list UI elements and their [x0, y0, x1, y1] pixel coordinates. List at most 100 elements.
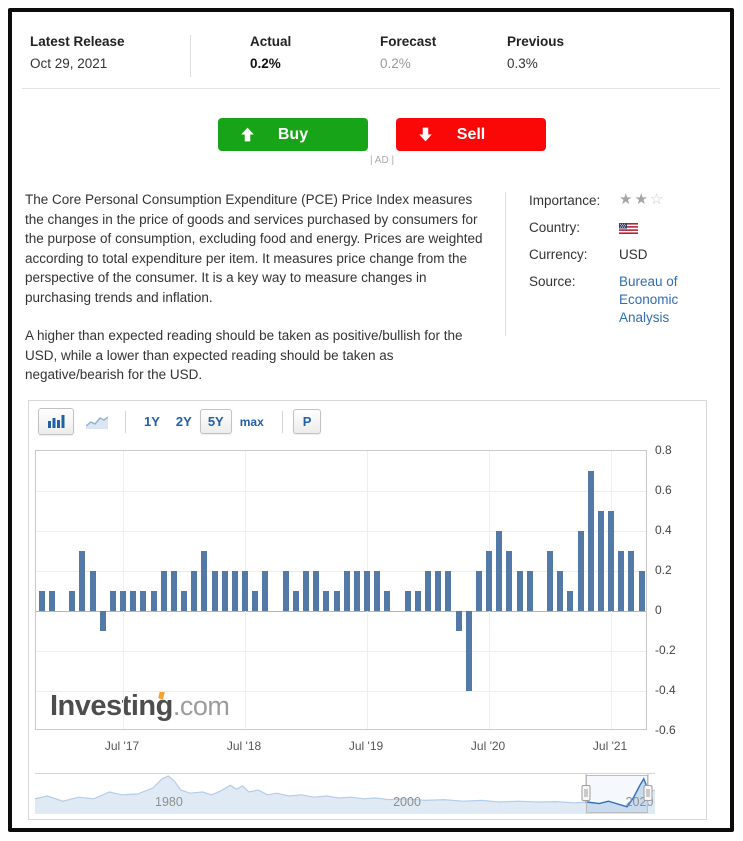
- bar-aug21[interactable]: [618, 551, 625, 611]
- bar-jun19[interactable]: [353, 571, 360, 611]
- plot-area[interactable]: Investing.com: [35, 450, 647, 730]
- range-5y-button[interactable]: 5Y: [199, 409, 232, 434]
- arrow-up-icon: [241, 127, 254, 142]
- range-navigator[interactable]: 1980 2000 2020: [35, 773, 655, 814]
- description-paragraph-2: A higher than expected reading should be…: [25, 328, 463, 382]
- x-tick-label: Jul '20: [470, 739, 506, 753]
- previous-value: 0.3%: [507, 56, 538, 71]
- bar-may19[interactable]: [343, 571, 350, 611]
- h-gridline: [36, 491, 646, 492]
- bar-feb19[interactable]: [313, 571, 320, 611]
- bar-apr19[interactable]: [333, 591, 340, 611]
- watermark-suffix: .com: [172, 691, 230, 721]
- h-gridline: [36, 651, 646, 652]
- bar-aug20[interactable]: [496, 531, 503, 611]
- bar-apr20[interactable]: [455, 611, 462, 631]
- bar-sep20[interactable]: [506, 551, 513, 611]
- bar-nov16[interactable]: [38, 591, 45, 611]
- bar-jan18[interactable]: [181, 591, 188, 611]
- bar-apr17[interactable]: [89, 571, 96, 611]
- bar-jul19[interactable]: [364, 571, 371, 611]
- bar-feb18[interactable]: [191, 571, 198, 611]
- bar-jul17[interactable]: [120, 591, 127, 611]
- bar-may17[interactable]: [99, 611, 106, 631]
- bar-jan20[interactable]: [425, 571, 432, 611]
- y-tick-label: -0.6: [655, 723, 676, 737]
- country-row: Country:: [529, 219, 717, 237]
- bar-apr21[interactable]: [577, 531, 584, 611]
- range-1y-button[interactable]: 1Y: [136, 409, 168, 434]
- bar-aug19[interactable]: [374, 571, 381, 611]
- bar-may18[interactable]: [221, 571, 228, 611]
- description-paragraph-1: The Core Personal Consumption Expenditur…: [25, 192, 483, 305]
- latest-release-label: Latest Release: [30, 34, 125, 49]
- h-gridline: [36, 691, 646, 692]
- forecast-value: 0.2%: [380, 56, 411, 71]
- y-tick-label: 0.6: [655, 483, 672, 497]
- bar-dec18[interactable]: [292, 591, 299, 611]
- chart-toolbar: 1Y 2Y 5Y max P: [38, 408, 322, 435]
- bar-aug18[interactable]: [252, 591, 259, 611]
- bar-sep19[interactable]: [384, 591, 391, 611]
- bar-jul21[interactable]: [608, 511, 615, 611]
- bar-oct17[interactable]: [150, 591, 157, 611]
- bar-mar18[interactable]: [201, 551, 208, 611]
- navigator-right-handle[interactable]: [643, 774, 653, 801]
- range-max-button[interactable]: max: [232, 410, 272, 434]
- x-tick-label: Jul '21: [592, 739, 628, 753]
- bar-jun17[interactable]: [109, 591, 116, 611]
- importance-stars-icon: ★★☆: [619, 191, 666, 208]
- bar-oct20[interactable]: [516, 571, 523, 611]
- bar-dec19[interactable]: [414, 591, 421, 611]
- bar-feb17[interactable]: [69, 591, 76, 611]
- bar-oct21[interactable]: [638, 571, 645, 611]
- bar-may20[interactable]: [465, 611, 472, 691]
- bar-nov18[interactable]: [282, 571, 289, 611]
- bar-dec16[interactable]: [48, 591, 55, 611]
- bar-jan21[interactable]: [547, 551, 554, 611]
- bar-jun20[interactable]: [475, 571, 482, 611]
- bar-nov20[interactable]: [526, 571, 533, 611]
- currency-label: Currency:: [529, 247, 588, 262]
- buy-button[interactable]: Buy: [218, 118, 368, 151]
- bar-mar20[interactable]: [445, 571, 452, 611]
- bar-nov19[interactable]: [404, 591, 411, 611]
- bar-apr18[interactable]: [211, 571, 218, 611]
- p-button[interactable]: P: [292, 409, 322, 434]
- bar-jul18[interactable]: [242, 571, 249, 611]
- h-gridline: [36, 571, 646, 572]
- currency-value: USD: [619, 247, 648, 262]
- actual-value: 0.2%: [250, 56, 281, 71]
- navigator-sparkline: [35, 775, 655, 814]
- bar-jun18[interactable]: [231, 571, 238, 611]
- bar-sep18[interactable]: [262, 571, 269, 611]
- bar-mar17[interactable]: [79, 551, 86, 611]
- bar-aug17[interactable]: [130, 591, 137, 611]
- range-2y-button[interactable]: 2Y: [168, 409, 200, 434]
- watermark: Investing.com: [50, 690, 230, 723]
- bar-nov17[interactable]: [160, 571, 167, 611]
- bar-jun21[interactable]: [597, 511, 604, 611]
- indicator-description: The Core Personal Consumption Expenditur…: [25, 190, 491, 385]
- toolbar-divider: [125, 410, 126, 433]
- bar-mar21[interactable]: [567, 591, 574, 611]
- navigator-left-handle[interactable]: [581, 774, 591, 801]
- bar-mar19[interactable]: [323, 591, 330, 611]
- y-tick-label: 0: [655, 603, 662, 617]
- bar-feb20[interactable]: [435, 571, 442, 611]
- sell-button-label: Sell: [456, 125, 486, 143]
- bar-may21[interactable]: [587, 471, 594, 611]
- source-link[interactable]: Bureau of Economic Analysis: [619, 274, 679, 325]
- bar-chart-type-button[interactable]: [38, 408, 74, 435]
- bar-sep17[interactable]: [140, 591, 147, 611]
- bar-jan19[interactable]: [303, 571, 310, 611]
- watermark-brand: Investing: [50, 690, 173, 722]
- ad-label: | AD |: [369, 155, 395, 166]
- line-chart-type-button[interactable]: [79, 408, 115, 435]
- bar-dec17[interactable]: [170, 571, 177, 611]
- bar-jul20[interactable]: [486, 551, 493, 611]
- bar-feb21[interactable]: [557, 571, 564, 611]
- bar-sep21[interactable]: [628, 551, 635, 611]
- navigator-selection-window[interactable]: [585, 775, 648, 813]
- sell-button[interactable]: Sell: [396, 118, 546, 151]
